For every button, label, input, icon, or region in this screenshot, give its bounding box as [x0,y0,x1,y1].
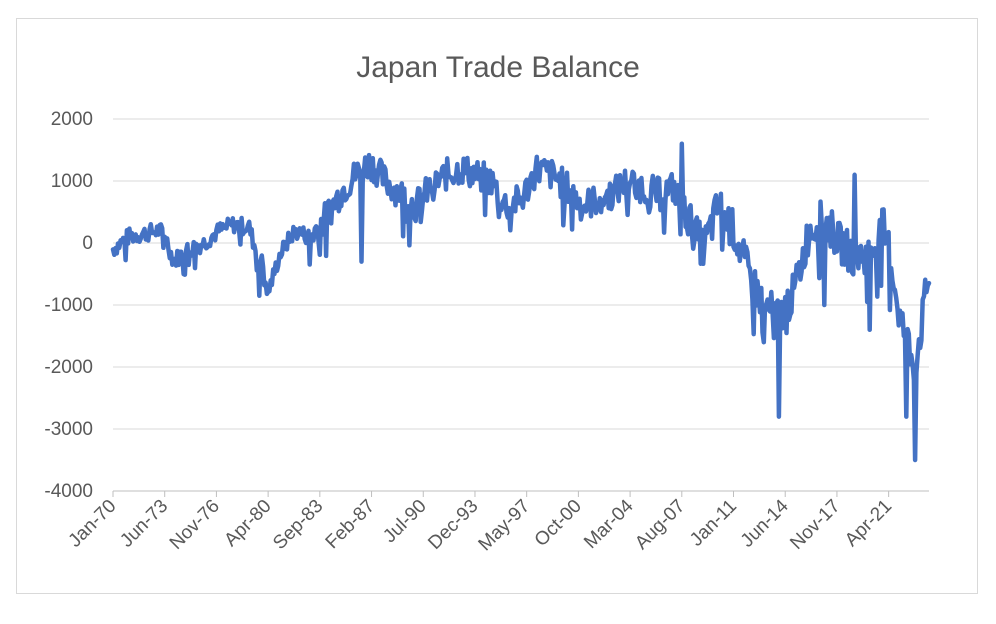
x-tick-label: Oct-00 [531,496,586,551]
x-tick-label: Nov-17 [786,496,844,554]
x-tick-label: Jun-14 [737,495,793,551]
x-tick-label: Nov-76 [166,496,224,554]
x-tick-label: Jan-70 [65,496,121,552]
x-tick-label: Apr-21 [841,496,896,551]
x-tick-label: Feb-87 [322,496,379,553]
chart-title: Japan Trade Balance [356,51,640,84]
y-tick-label: -3000 [44,419,93,440]
x-tick-label: Jan-11 [686,496,741,551]
y-tick-label: 2000 [51,109,93,130]
x-tick-label: Sep-83 [269,496,327,554]
line-chart: Japan Trade Balance 2000 1000 0 -1000 -2000 -… [44,51,932,556]
x-tick-label: Aug-07 [631,496,689,554]
gridlines [113,118,929,492]
y-tick-label: 0 [82,233,93,254]
y-tick-label: -1000 [44,295,93,316]
chart-frame: Japan Trade Balance 2000 1000 0 -1000 -2000 -… [16,18,978,594]
y-axis-ticks: 2000 1000 0 -1000 -2000 -3000 -4000 [44,109,93,502]
x-tick-label: Jul-90 [379,496,430,547]
x-tick-label: May-97 [475,496,535,556]
series-line-trade-balance [110,141,932,463]
y-tick-label: -4000 [44,481,93,502]
x-tick-label: Apr-80 [220,496,275,551]
x-tick-label: Dec-93 [424,496,482,554]
series-layer [110,141,932,463]
x-tick-label: Mar-04 [580,495,638,553]
y-tick-label: -2000 [44,357,93,378]
x-tick-label: Jun-73 [116,496,172,552]
y-tick-label: 1000 [51,171,93,192]
